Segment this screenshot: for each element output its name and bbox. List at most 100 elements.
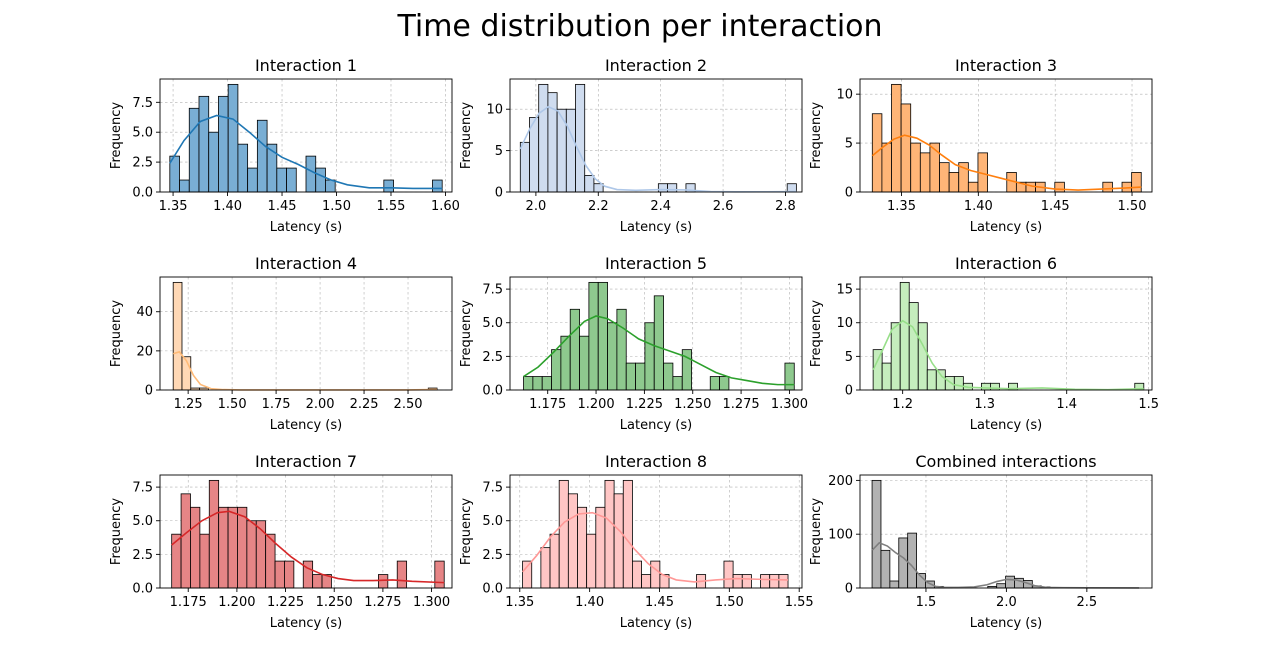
x-tick-label: 2.25 [350,397,379,412]
y-tick-label: 5.0 [132,514,153,529]
histogram-bar [778,574,789,589]
histogram-bar [378,574,389,589]
histogram-bar [541,376,552,391]
histogram-bar [890,322,901,391]
histogram-bar [769,574,780,589]
histogram-bar [284,560,295,589]
histogram-bar [274,560,285,589]
plot-frame [159,474,453,589]
chart-panel: 1.35 1.40 1.45 1.50 1.55 1.60 0.0 2.5 5.0 7.5 Inte… [109,56,460,235]
y-tick-label: 7.5 [132,96,153,111]
histogram-bar [199,533,210,589]
histogram-bar [255,520,267,589]
histogram-bar [1102,181,1113,193]
chart-panel: 1.5 2.0 2.5 0 100 200 Combined interactions Lat… [809,452,1153,631]
x-tick-label: 2.0 [996,595,1017,610]
histogram-bar [597,281,608,391]
chart-panel: 1.175 1.200 1.225 1.250 1.275 1.300 0.0 2.5 5.0 7… [109,452,453,631]
x-tick-label: 1.45 [1041,199,1070,214]
y-axis-label: Frequency [109,498,124,565]
histogram-bar [256,119,268,193]
x-tick-label: 1.5 [916,595,937,610]
kde-line [169,114,443,190]
x-tick-label: 1.300 [771,397,808,412]
panel-title: Interaction 2 [605,56,707,75]
y-tick-label: 0 [845,582,853,597]
x-tick-label: 1.4 [1056,397,1077,412]
x-tick-label: 1.35 [887,199,916,214]
y-tick-label: 2.5 [132,156,153,171]
y-tick-label: 2.5 [482,350,503,365]
x-tick-label: 1.75 [262,397,291,412]
histogram-bar [532,376,543,391]
histogram-bar [881,142,892,193]
histogram-bar [247,167,258,193]
chart-panel: 1.2 1.3 1.4 1.5 0 5 10 15 Interaction 6 Latency (… [809,254,1159,433]
x-axis-label: Latency (s) [970,616,1042,631]
y-axis-label: Frequency [109,102,124,169]
histogram-bar [889,580,900,589]
x-tick-label: 1.200 [218,595,255,610]
y-tick-label: 5.0 [482,316,503,331]
x-tick-label: 1.35 [505,595,534,610]
histogram-bar [325,179,336,193]
panel-title: Interaction 6 [955,254,1057,273]
histogram-bar [1131,172,1142,193]
histogram-bar [935,369,946,391]
y-tick-label: 0.0 [132,186,153,201]
y-tick-label: 40 [136,305,153,320]
y-axis-label: Frequency [109,300,124,367]
histogram-bar [434,560,445,589]
x-tick-label: 2.8 [775,199,796,214]
histogram-bar [171,533,182,589]
y-tick-label: 0 [845,384,853,399]
chart-panel: 1.175 1.200 1.225 1.250 1.275 1.300 0.0 2.5 5.0 7… [459,254,808,433]
y-tick-label: 15 [836,283,853,298]
histogram-bar [312,574,323,589]
x-tick-label: 1.175 [529,397,566,412]
y-tick-label: 10 [486,103,503,118]
histogram-bar [741,574,752,589]
histogram-bar [625,362,636,391]
histogram-bar [540,547,551,589]
x-tick-label: 1.225 [626,397,663,412]
histogram-bar [208,131,219,193]
chart-panel: 2.0 2.2 2.4 2.6 2.8 0 5 10 Interaction 2 Latency … [459,56,803,235]
y-tick-label: 0 [845,186,853,201]
histogram-bar [719,376,730,391]
y-tick-label: 5 [495,144,503,159]
histogram-bar [657,183,668,193]
y-tick-label: 100 [828,528,853,543]
histogram-bar [948,172,960,193]
x-tick-label: 1.50 [1118,199,1147,214]
kde-line [872,319,1144,391]
histogram-bar [208,479,220,589]
histogram-bar [917,322,928,391]
x-tick-label: 1.40 [964,199,993,214]
x-tick-label: 2.4 [650,199,671,214]
histogram-bar [604,479,615,589]
histogram-bar [881,362,892,391]
histogram-bar [616,308,627,391]
histogram-bar [522,560,533,589]
x-tick-label: 1.200 [577,397,614,412]
histogram-bar [190,506,201,589]
histogram-bar [910,142,921,193]
histogram-bar [760,574,771,589]
histogram-bar [302,560,314,589]
y-tick-label: 10 [836,88,853,103]
histogram-bar [586,533,597,589]
histogram-bar [529,117,540,193]
plot-frame [509,276,803,391]
y-tick-label: 0 [145,384,153,399]
histogram-bar [635,362,646,391]
histogram-bar [900,103,912,193]
histogram-bar [227,83,239,193]
histogram-bar [579,335,590,391]
figure-title: Time distribution per interaction [396,9,882,44]
x-axis-label: Latency (s) [970,220,1042,235]
x-axis-label: Latency (s) [970,418,1042,433]
x-tick-label: 1.2 [892,397,913,412]
kde-line [871,541,1140,589]
x-tick-label: 2.5 [1076,595,1097,610]
